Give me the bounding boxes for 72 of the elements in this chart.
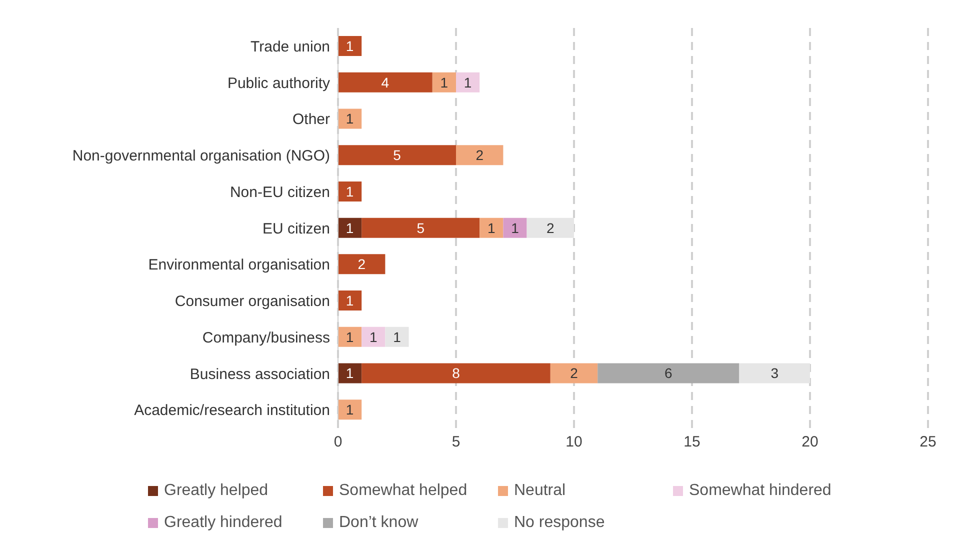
data-label: 6 bbox=[664, 365, 672, 382]
x-tick-label: 10 bbox=[566, 434, 582, 451]
bar bbox=[550, 363, 598, 384]
y-tick-label: Business association bbox=[190, 366, 330, 383]
bar bbox=[598, 363, 740, 384]
x-tick-label: 5 bbox=[452, 434, 460, 451]
bar bbox=[362, 218, 480, 238]
bar bbox=[338, 400, 362, 420]
x-tick-label: 20 bbox=[802, 434, 818, 451]
x-tick-label: 15 bbox=[684, 434, 700, 451]
bar bbox=[526, 218, 574, 238]
bar bbox=[338, 290, 362, 311]
bar bbox=[338, 254, 386, 274]
legend-label: Don’t know bbox=[339, 514, 418, 532]
bar bbox=[456, 145, 504, 166]
x-tick-label: 0 bbox=[334, 434, 342, 451]
y-tick-label: Academic/research institution bbox=[134, 402, 330, 420]
bar bbox=[503, 218, 527, 238]
data-label: 1 bbox=[488, 220, 496, 236]
bar bbox=[338, 326, 362, 347]
bar bbox=[338, 145, 456, 166]
data-label: 1 bbox=[464, 74, 472, 90]
data-label: 2 bbox=[546, 220, 554, 236]
y-tick-label: Trade union bbox=[250, 38, 330, 56]
data-label: 3 bbox=[770, 365, 779, 382]
bar bbox=[432, 72, 456, 92]
data-label: 1 bbox=[346, 183, 354, 200]
bar bbox=[362, 326, 386, 347]
y-tick-label: Consumer organisation bbox=[174, 293, 330, 310]
data-label: 1 bbox=[346, 292, 354, 309]
bar bbox=[338, 72, 432, 92]
legend-label: No response bbox=[514, 514, 605, 532]
legend-label: Greatly hindered bbox=[164, 514, 282, 532]
data-label: 1 bbox=[346, 365, 354, 382]
data-label: 1 bbox=[346, 220, 354, 236]
bar bbox=[338, 363, 362, 384]
bar bbox=[338, 181, 362, 202]
data-label: 1 bbox=[346, 110, 354, 127]
y-tick-label: Other bbox=[292, 111, 330, 128]
data-label: 4 bbox=[381, 74, 390, 90]
data-label: 1 bbox=[346, 328, 354, 345]
data-label: 2 bbox=[570, 365, 578, 382]
bar bbox=[456, 72, 480, 92]
y-tick-label: Public authority bbox=[227, 74, 330, 92]
bar bbox=[362, 363, 550, 384]
y-tick-label: EU citizen bbox=[262, 220, 330, 238]
data-label: 1 bbox=[393, 328, 402, 345]
y-tick-label: Non-EU citizen bbox=[230, 184, 330, 201]
legend-label: Greatly helped bbox=[164, 482, 268, 500]
bar bbox=[480, 218, 504, 238]
data-label: 1 bbox=[511, 220, 520, 236]
data-label: 1 bbox=[440, 74, 448, 90]
x-tick-label: 25 bbox=[920, 434, 936, 451]
data-label: 1 bbox=[346, 402, 354, 418]
data-label: 2 bbox=[476, 147, 484, 164]
data-label: 5 bbox=[416, 220, 425, 236]
y-tick-label: Environmental organisation bbox=[148, 256, 330, 274]
data-label: 2 bbox=[358, 256, 366, 272]
data-label: 8 bbox=[452, 365, 460, 382]
legend-label: Neutral bbox=[514, 482, 566, 500]
bar bbox=[739, 363, 810, 384]
data-label: 5 bbox=[393, 147, 402, 164]
legend-label: Somewhat hindered bbox=[689, 482, 832, 500]
bar bbox=[338, 108, 362, 129]
bar bbox=[338, 36, 362, 56]
bar bbox=[338, 218, 362, 238]
data-label: 1 bbox=[370, 328, 378, 345]
bar bbox=[385, 326, 409, 347]
y-tick-label: Company/business bbox=[202, 329, 330, 346]
legend-label: Somewhat helped bbox=[339, 482, 468, 500]
y-tick-label: Non-governmental organisation (NGO) bbox=[72, 148, 330, 165]
data-label: 1 bbox=[346, 38, 354, 54]
